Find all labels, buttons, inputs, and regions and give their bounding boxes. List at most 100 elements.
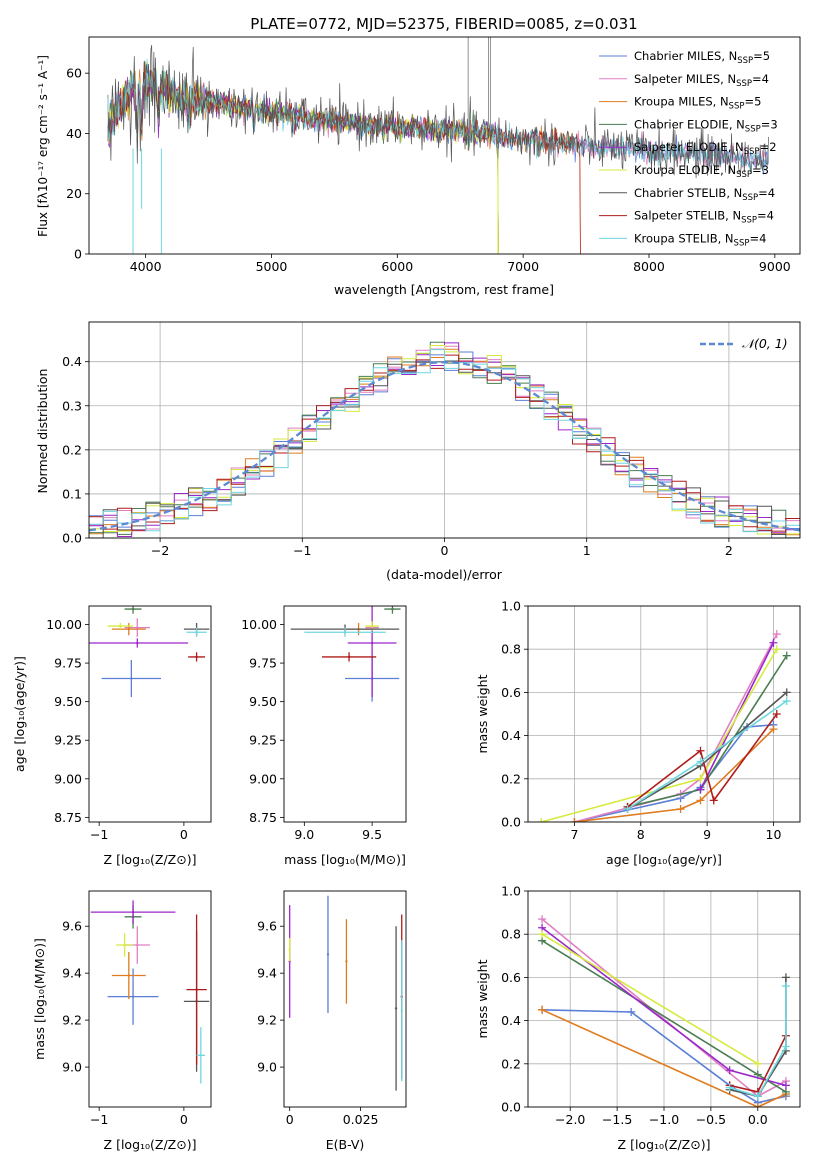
data-point bbox=[123, 943, 126, 947]
spectrum-panel: PLATE=0772, MJD=52375, FIBERID=0085, z=0… bbox=[36, 15, 801, 297]
plot-clip-group bbox=[89, 606, 210, 698]
legend-subscript: SSP bbox=[741, 216, 757, 226]
legend-name: Salpeter ELODIE, N bbox=[634, 140, 744, 154]
data-point bbox=[195, 655, 198, 659]
legend-entry: Chabrier STELIB, NSSP=4 bbox=[634, 186, 775, 203]
y-tick-label: 10.00 bbox=[46, 617, 82, 632]
x-tick-label: 10 bbox=[766, 827, 782, 842]
y-tick-label: 9.00 bbox=[54, 771, 82, 786]
legend-name: Chabrier MILES, N bbox=[634, 49, 737, 63]
mass-weight-marker bbox=[538, 930, 547, 939]
mass-weight-marker bbox=[781, 1042, 790, 1051]
data-point bbox=[195, 631, 198, 634]
data-point bbox=[288, 948, 291, 951]
y-tick-label: 9.4 bbox=[62, 966, 82, 981]
legend-name: Salpeter STELIB, N bbox=[634, 209, 741, 223]
legend-name: Chabrier STELIB, N bbox=[634, 186, 742, 200]
legend-entry: Chabrier MILES, NSSP=5 bbox=[634, 49, 770, 66]
y-tick-label: 9.2 bbox=[257, 1013, 277, 1028]
mass-weight-marker bbox=[772, 710, 781, 718]
mass-weight-marker bbox=[696, 785, 705, 794]
mass-weight-marker bbox=[537, 818, 546, 822]
data-point bbox=[347, 655, 351, 659]
y-tick-label: 8.75 bbox=[249, 810, 277, 825]
legend-name: Salpeter MILES, N bbox=[634, 72, 736, 86]
mass-weight-line bbox=[541, 933, 759, 1065]
spectrum-line-kroupa-miles bbox=[107, 69, 581, 254]
histogram-ylabel: Normed distribution bbox=[35, 369, 50, 494]
x-tick-label: 0 bbox=[441, 543, 449, 558]
legend-subscript: SSP bbox=[729, 102, 745, 112]
mass-weight-marker bbox=[676, 805, 685, 814]
axes-border bbox=[88, 321, 801, 539]
mass-weight-marker bbox=[781, 973, 790, 982]
y-axis-label: mass weight bbox=[475, 674, 490, 753]
y-tick-label: 0.2 bbox=[501, 1056, 521, 1071]
legend-count: =5 bbox=[753, 49, 770, 63]
y-tick-label: 1.0 bbox=[501, 884, 521, 899]
mass-weight-marker bbox=[772, 630, 781, 639]
x-axis-label: Z [log₁₀(Z/Z⊙)] bbox=[618, 1137, 711, 1152]
plot-clip-group bbox=[528, 606, 800, 822]
data-point bbox=[136, 641, 139, 645]
y-tick-label: 9.2 bbox=[62, 1013, 82, 1028]
x-tick-label: −2 bbox=[151, 543, 169, 558]
axes-border bbox=[88, 605, 212, 823]
data-point bbox=[131, 995, 135, 998]
data-point bbox=[131, 910, 135, 914]
mass-weight-marker bbox=[781, 1081, 790, 1090]
axes-border bbox=[527, 890, 801, 1108]
legend-entry: Salpeter ELODIE, NSSP=2 bbox=[634, 140, 777, 157]
mass-weight-marker bbox=[623, 805, 632, 814]
data-point bbox=[195, 988, 198, 991]
legend-subscript: SSP bbox=[737, 56, 753, 66]
histogram-plot-area: −2 −1 0 1 2 0.0 0.1 0.2 0.3 0.4 bbox=[62, 321, 801, 558]
legend-subscript: SSP bbox=[742, 193, 758, 203]
legend-count: =4 bbox=[749, 231, 766, 245]
y-tick-label: 0 bbox=[74, 247, 82, 262]
spectrum-ylabel: Flux [fλ10⁻¹⁷ erg cm⁻² s⁻¹ A⁻¹] bbox=[36, 55, 50, 237]
y-tick-label: 9.50 bbox=[249, 694, 277, 709]
legend-subscript: SSP bbox=[744, 147, 760, 157]
y-tick-label: 0.4 bbox=[62, 354, 82, 369]
y-tick-label: 9.4 bbox=[257, 966, 277, 981]
mass-weight-marker bbox=[782, 688, 791, 697]
mass-weight-marker bbox=[696, 796, 705, 805]
legend-count: =3 bbox=[752, 163, 769, 177]
mass-weight-marker bbox=[709, 796, 718, 805]
x-tick-label: 9000 bbox=[759, 259, 791, 274]
data-point bbox=[370, 641, 374, 645]
data-point bbox=[131, 607, 135, 611]
plot-clip-group bbox=[528, 891, 800, 1107]
mass-weight-line bbox=[627, 713, 778, 808]
y-tick-label: 0.4 bbox=[501, 728, 521, 743]
legend-count: =5 bbox=[744, 95, 761, 109]
plot-clip-group bbox=[90, 900, 210, 1084]
mass-weight-marker bbox=[538, 915, 547, 924]
legend-name: Kroupa MILES, N bbox=[634, 95, 729, 109]
x-tick-label: 5000 bbox=[256, 259, 288, 274]
data-point bbox=[400, 1009, 403, 1012]
y-tick-label: 40 bbox=[66, 126, 82, 141]
x-tick-label: 7 bbox=[570, 827, 578, 842]
x-axis-label: age [log₁₀(age/yr)] bbox=[606, 852, 722, 867]
y-tick-label: 8.75 bbox=[54, 810, 82, 825]
spectrum-line-chabrier-stelib bbox=[107, 45, 769, 179]
y-tick-label: 10.00 bbox=[241, 617, 277, 632]
legend-subscript: SSP bbox=[734, 238, 750, 248]
x-tick-label: −2.0 bbox=[555, 1112, 585, 1127]
y-tick-label: 60 bbox=[66, 66, 82, 81]
data-point bbox=[391, 607, 394, 611]
y-tick-label: 9.6 bbox=[62, 919, 82, 934]
y-axis-label: age [log₁₀(age/yr)] bbox=[12, 656, 27, 772]
x-tick-label: −0.5 bbox=[696, 1112, 726, 1127]
legend-count: =4 bbox=[752, 72, 769, 86]
mass-weight-line bbox=[729, 986, 787, 1098]
spectrum-plot-area: 4000 5000 6000 7000 8000 9000 0 20 40 60 bbox=[66, 36, 801, 274]
x-tick-label: −1 bbox=[293, 543, 311, 558]
mass-weight-marker bbox=[696, 757, 705, 766]
y-tick-label: 0.8 bbox=[501, 642, 521, 657]
legend-entry: Chabrier ELODIE, NSSP=3 bbox=[634, 117, 778, 134]
x-tick-label: 8000 bbox=[633, 259, 665, 274]
